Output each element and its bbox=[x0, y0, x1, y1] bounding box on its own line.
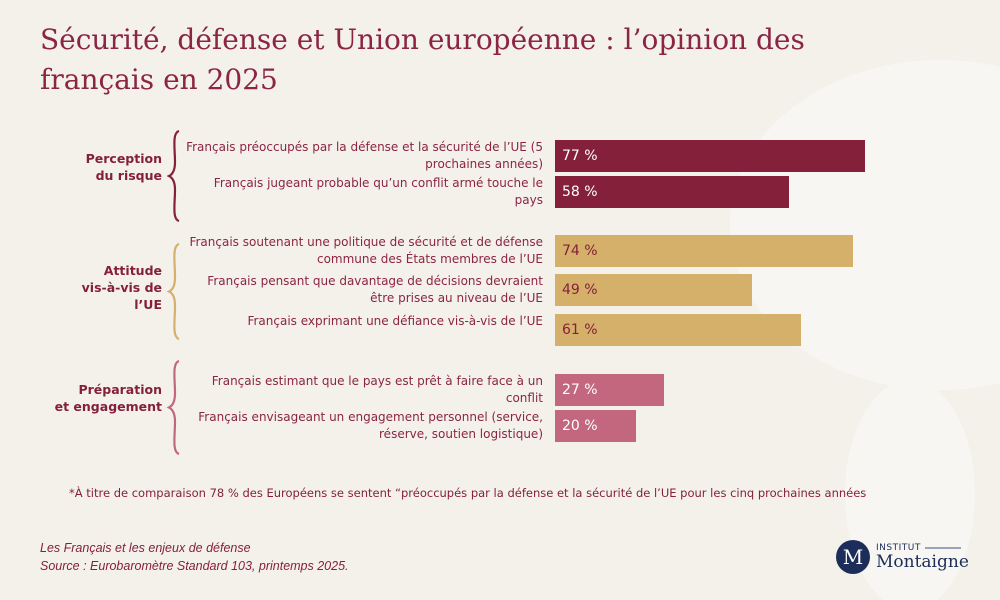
curly-brace bbox=[166, 360, 180, 455]
footnote: *À titre de comparaison 78 % des Europée… bbox=[69, 486, 867, 500]
bar-value-label: 74 % bbox=[562, 243, 598, 259]
bar: 49 % bbox=[555, 274, 753, 306]
bar: 74 % bbox=[555, 235, 854, 267]
bar-label: Français pensant que davantage de décisi… bbox=[207, 274, 543, 305]
bar-value-label: 58 % bbox=[562, 184, 598, 200]
group-label: Perception du risque bbox=[85, 151, 162, 183]
bar-value-label: 27 % bbox=[562, 382, 598, 398]
bar-value-label: 49 % bbox=[562, 282, 598, 298]
bar-label: Français estimant que le pays est prêt à… bbox=[211, 374, 543, 405]
logo-mark: M bbox=[836, 540, 870, 574]
bar-value-label: 77 % bbox=[562, 148, 598, 164]
bar: 77 % bbox=[555, 140, 866, 172]
bar-value-label: 20 % bbox=[562, 418, 598, 434]
bar-label: Français envisageant un engagement perso… bbox=[198, 410, 543, 441]
logo-line1: INSTITUT bbox=[876, 543, 969, 553]
group-label: Attitude vis-à-vis de l’UE bbox=[81, 263, 162, 312]
curly-brace bbox=[166, 130, 180, 222]
bar-label: Français exprimant une défiance vis-à-vi… bbox=[247, 314, 543, 328]
bar-label: Français jugeant probable qu’un conflit … bbox=[213, 176, 543, 207]
source-line: Source : Eurobaromètre Standard 103, pri… bbox=[40, 559, 349, 573]
source-title: Les Français et les enjeux de défense bbox=[40, 541, 251, 555]
bar: 27 % bbox=[555, 374, 664, 406]
bar: 61 % bbox=[555, 314, 801, 346]
bar-label: Français soutenant une politique de sécu… bbox=[189, 235, 543, 266]
chart-title: Sécurité, défense et Union européenne : … bbox=[40, 23, 805, 96]
logo-line2: Montaigne bbox=[876, 552, 969, 572]
bar: 20 % bbox=[555, 410, 636, 442]
bar: 58 % bbox=[555, 176, 789, 208]
bar-value-label: 61 % bbox=[562, 322, 598, 338]
bar-label: Français préoccupés par la défense et la… bbox=[186, 140, 543, 171]
curly-brace bbox=[166, 243, 180, 340]
institut-montaigne-logo: M INSTITUT Montaigne bbox=[836, 540, 969, 574]
group-label: Préparation et engagement bbox=[54, 382, 162, 414]
